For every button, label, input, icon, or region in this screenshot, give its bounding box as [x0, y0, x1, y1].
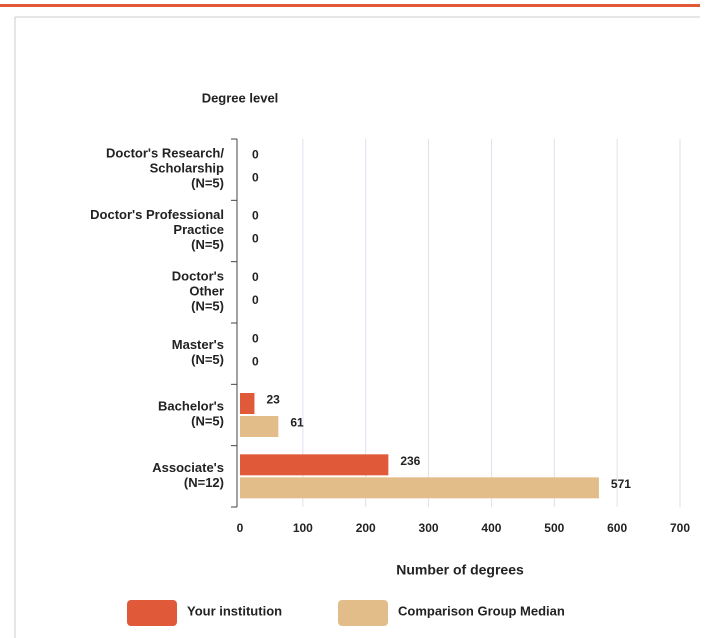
bar: [240, 416, 279, 437]
x-tick-label: 100: [293, 521, 313, 535]
x-tick-label: 700: [670, 521, 690, 535]
y-tick-label: Associate's (N=12): [152, 460, 224, 490]
legend-label: Comparison Group Median: [398, 603, 565, 618]
x-tick-label: 200: [356, 521, 376, 535]
value-label: 0: [252, 270, 259, 284]
value-label: 23: [266, 393, 280, 407]
y-axis-title: Degree level: [202, 90, 279, 105]
bar: [240, 454, 389, 476]
value-label: 571: [611, 477, 631, 491]
x-tick-label: 500: [544, 521, 564, 535]
value-label: 0: [252, 232, 259, 246]
x-tick-label: 300: [419, 521, 439, 535]
value-label: 61: [290, 416, 304, 430]
y-tick-label: Bachelor's (N=5): [158, 399, 224, 429]
y-tick-label: Doctor's Professional Practice (N=5): [90, 207, 224, 252]
value-label: 0: [252, 170, 259, 184]
value-label: 0: [252, 293, 259, 307]
value-label: 0: [252, 331, 259, 345]
x-axis-title: Number of degrees: [396, 562, 524, 578]
value-label: 0: [252, 147, 259, 161]
bar: [240, 393, 255, 414]
y-tick-label: Doctor's Research/Scholarship (N=5): [106, 146, 224, 191]
x-tick-label: 400: [481, 521, 501, 535]
top-rule: [0, 4, 700, 7]
legend-swatch: [338, 600, 388, 626]
bar: [240, 477, 599, 499]
legend-label: Your institution: [187, 603, 282, 618]
x-tick-label: 600: [607, 521, 627, 535]
value-label: 0: [252, 354, 259, 368]
y-tick-label: Doctor's Other (N=5): [172, 269, 224, 314]
value-label: 0: [252, 209, 259, 223]
x-tick-label: 0: [237, 521, 244, 535]
legend-swatch: [127, 600, 177, 626]
y-tick-label: Master's (N=5): [172, 338, 224, 368]
value-label: 236: [400, 454, 420, 468]
